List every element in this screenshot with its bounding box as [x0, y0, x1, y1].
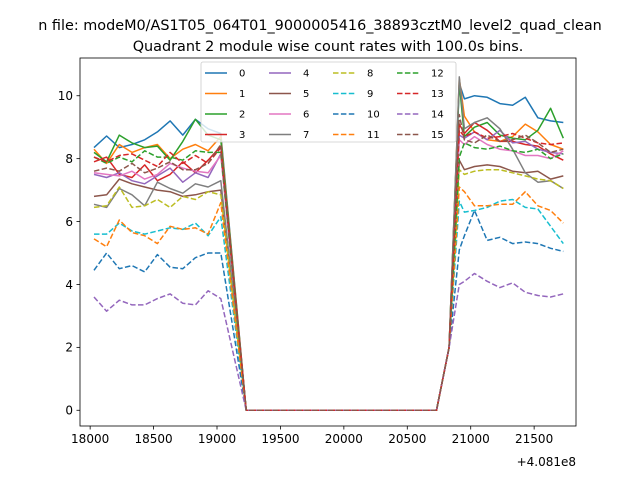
legend-label: 3 [239, 130, 245, 141]
series-line-11 [93, 186, 564, 412]
series-line-12 [93, 142, 564, 412]
legend-box [200, 61, 457, 143]
legend-label: 13 [431, 89, 444, 100]
series-line-9 [94, 198, 564, 412]
x-tick-label: 21500 [515, 432, 553, 446]
legend-label: 9 [367, 89, 373, 100]
y-tick-label: 2 [65, 341, 73, 355]
x-tick-label: 18000 [71, 432, 109, 446]
legend-label: 14 [431, 110, 444, 121]
x-tick-label: 21000 [452, 432, 490, 446]
axes-frame [79, 57, 577, 427]
y-axis: 0 2 4 6 8 10 [58, 89, 80, 418]
x-axis-offset-label: +4.081e8 [517, 455, 576, 469]
series-line-5 [93, 159, 564, 412]
legend-label: 10 [367, 110, 380, 121]
series-line-15 [93, 113, 564, 412]
y-tick-label: 4 [65, 278, 73, 292]
x-axis: 18000 18500 19000 19500 20000 20500 21000 21500 [71, 426, 553, 446]
x-tick-label: 19000 [198, 432, 236, 446]
y-tick-label: 0 [65, 404, 73, 418]
legend-label: 8 [367, 69, 373, 80]
legend-label: 6 [303, 110, 309, 121]
legend-label: 15 [431, 130, 444, 141]
y-tick-label: 10 [58, 89, 73, 103]
legend-label: 11 [367, 130, 380, 141]
legend-label: 12 [431, 69, 444, 80]
legend-label: 1 [239, 89, 245, 100]
series-line-8 [93, 168, 564, 412]
x-tick-label: 20500 [388, 432, 426, 446]
x-tick-label: 19500 [261, 432, 299, 446]
y-tick-label: 6 [65, 215, 73, 229]
figure-suptitle: n file: modeM0/AS1T05_064T01_9000005416_… [38, 18, 602, 34]
legend-label: 2 [239, 110, 245, 121]
series-line-14 [93, 272, 564, 412]
legend-label: 5 [303, 89, 309, 100]
legend-label: 7 [303, 130, 309, 141]
y-tick-label: 8 [65, 152, 73, 166]
x-tick-label: 18500 [134, 432, 172, 446]
x-tick-label: 20000 [325, 432, 363, 446]
series-line-4 [93, 129, 564, 412]
series-line-10 [93, 209, 564, 412]
series-lines [93, 76, 564, 412]
series-line-13 [93, 129, 564, 412]
legend-label: 4 [303, 69, 309, 80]
chart-title: Quadrant 2 module wise count rates with … [133, 39, 524, 55]
legend-label: 0 [239, 69, 245, 80]
